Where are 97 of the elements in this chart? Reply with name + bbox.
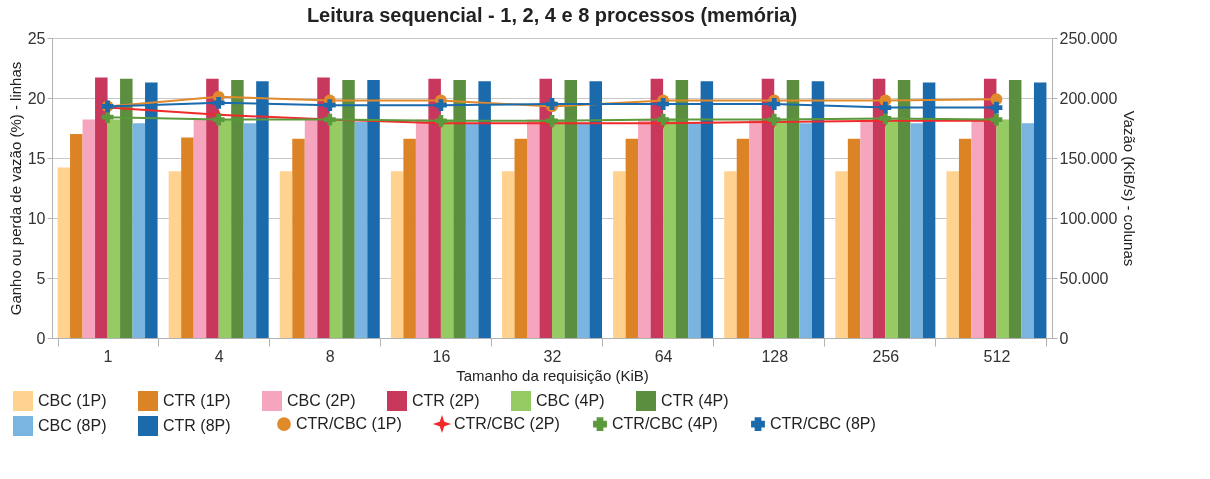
bar <box>872 78 886 338</box>
bar <box>663 119 676 338</box>
bar <box>428 78 441 338</box>
y-tick-label: 15 <box>27 149 46 167</box>
bar <box>70 134 83 338</box>
bar <box>860 119 873 338</box>
bar <box>403 138 416 338</box>
y-tick-label: 0 <box>36 329 46 347</box>
bar <box>168 171 182 338</box>
bar <box>650 78 664 338</box>
x-tick-label: 512 <box>983 347 1011 365</box>
bar <box>774 119 787 338</box>
bar <box>577 123 590 338</box>
y-tick-label: 25 <box>27 29 46 47</box>
bar <box>946 171 959 338</box>
bar <box>107 119 121 338</box>
bar <box>82 119 96 338</box>
bar <box>502 171 515 338</box>
bar <box>724 171 737 338</box>
legend-label: CBC (8P) <box>38 417 107 434</box>
y2-tick-label: 200.000 <box>1059 89 1118 107</box>
bar <box>243 123 257 338</box>
bar <box>514 138 527 338</box>
x-tick-label: 256 <box>872 347 900 365</box>
bar <box>317 77 330 338</box>
x-tick-label: 1 <box>103 347 113 365</box>
x-tick-label: 4 <box>214 347 224 365</box>
point <box>879 101 892 114</box>
x-tick-label: 64 <box>654 347 673 365</box>
point <box>657 113 670 126</box>
bar <box>638 119 651 338</box>
legend-label: CTR/CBC (1P) <box>296 415 402 433</box>
bar <box>181 137 194 338</box>
bar <box>835 171 848 338</box>
y2-tick-label: 0 <box>1059 329 1069 347</box>
y-tick-label: 5 <box>36 269 46 287</box>
bar <box>688 123 701 338</box>
point <box>101 111 114 124</box>
bar <box>958 138 972 338</box>
bar <box>799 123 812 338</box>
legend-label: CTR/CBC (4P) <box>612 415 718 433</box>
y-axis-title: Ganho ou perda de vazão (%) - linhas <box>6 61 24 316</box>
bar <box>983 78 997 338</box>
point <box>212 113 225 126</box>
legend-label: CBC (2P) <box>287 392 356 409</box>
bar <box>847 138 861 338</box>
bar <box>390 171 404 338</box>
legend-label: CBC (1P) <box>38 392 107 409</box>
bar <box>304 119 318 338</box>
bar <box>910 123 923 338</box>
legend-label: CTR (1P) <box>163 392 231 409</box>
bar <box>539 78 552 338</box>
legend-label: CTR (2P) <box>412 392 480 409</box>
bar <box>613 171 626 338</box>
bar <box>279 171 293 338</box>
bar <box>354 122 368 338</box>
x-tick-label: 16 <box>432 347 451 365</box>
point <box>768 98 781 110</box>
x-tick-label: 32 <box>543 347 562 365</box>
y-tick-label: 20 <box>27 89 46 107</box>
bar <box>465 123 479 338</box>
bar <box>996 119 1009 338</box>
bar <box>57 167 71 338</box>
point <box>323 99 336 112</box>
point <box>212 96 225 109</box>
y2-tick-label: 100.000 <box>1059 209 1118 227</box>
bar <box>193 119 207 338</box>
x-tick-label: 8 <box>325 347 335 365</box>
bar <box>292 138 305 338</box>
legend-label: CTR/CBC (8P) <box>770 415 876 433</box>
y-tick-label: 10 <box>27 209 46 227</box>
bar <box>206 78 219 338</box>
bar <box>329 119 343 338</box>
x-tick-label: 128 <box>761 347 789 365</box>
chart-title: Leitura sequencial - 1, 2, 4 e 8 processos (memória) <box>306 4 798 26</box>
y2-tick-label: 150.000 <box>1059 149 1118 167</box>
point <box>990 101 1003 114</box>
bar <box>218 119 232 338</box>
bar <box>1021 123 1034 338</box>
legend-label: CTR (8P) <box>163 417 231 434</box>
x-axis-title: Tamanho da requisição (KiB) <box>456 366 649 384</box>
legend-label: CTR (4P) <box>661 392 729 409</box>
bar <box>885 119 898 338</box>
bar <box>625 138 639 338</box>
bar <box>95 77 108 338</box>
y2-tick-label: 50.000 <box>1059 269 1109 287</box>
bar <box>1008 80 1022 338</box>
bar <box>971 119 984 338</box>
y2-tick-label: 250.000 <box>1059 29 1118 47</box>
point <box>434 99 447 112</box>
y2-axis-title: Vazão (KiB/s) - colunas <box>1121 110 1139 267</box>
legend-label: CTR/CBC (2P) <box>454 415 560 433</box>
bar <box>761 78 775 338</box>
bar <box>1033 82 1047 338</box>
bar <box>736 138 750 338</box>
legend-label: CBC (4P) <box>536 392 605 409</box>
bar <box>132 123 146 338</box>
